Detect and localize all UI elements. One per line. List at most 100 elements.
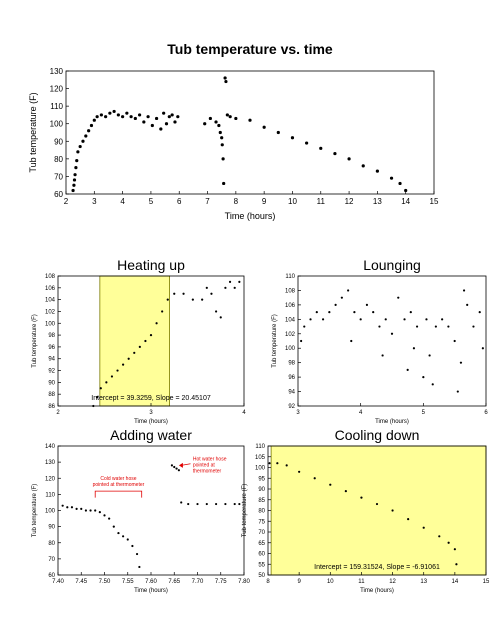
data-point <box>117 531 120 535</box>
data-point <box>372 311 375 314</box>
y-tick-label: 90 <box>258 487 265 493</box>
data-point <box>422 376 425 379</box>
y-axis-label: Tub temperature (F) <box>272 314 278 367</box>
x-axis-label: Time (hours) <box>225 211 276 221</box>
data-point <box>80 507 83 510</box>
y-tick-label: 65 <box>258 541 265 547</box>
y-tick-label: 104 <box>285 317 296 323</box>
x-tick-label: 14 <box>452 579 459 585</box>
y-tick-label: 102 <box>285 332 296 338</box>
data-point <box>84 134 88 138</box>
data-point <box>217 123 221 128</box>
x-tick-label: 12 <box>389 579 396 585</box>
data-point <box>328 311 331 314</box>
data-point <box>381 354 384 357</box>
plot-frame <box>297 275 487 407</box>
data-point <box>455 563 458 566</box>
data-point <box>149 333 153 337</box>
x-axis-label: Time (hours) <box>375 419 409 425</box>
x-tick-label: 7.75 <box>215 579 227 585</box>
y-tick-label: 102 <box>45 309 56 315</box>
data-point <box>456 390 459 393</box>
data-point <box>221 157 225 161</box>
hot-hose-label: thermometer <box>193 469 222 475</box>
data-point <box>350 339 353 343</box>
chart-adding: Adding water 7.40 7.45 7.50 7.55 7.60 7.65 7.70… <box>32 427 250 594</box>
data-point <box>403 318 406 321</box>
data-point <box>73 173 77 177</box>
data-point <box>159 127 163 131</box>
data-point <box>131 544 134 548</box>
y-tick-label: 120 <box>50 85 64 94</box>
data-point <box>89 509 92 512</box>
data-point <box>359 318 362 321</box>
x-tick-label: 11 <box>317 197 326 206</box>
data-point <box>214 120 218 124</box>
x-tick-label: 3 <box>296 410 300 416</box>
data-point <box>104 115 108 119</box>
data-point <box>94 509 97 512</box>
y-tick-label: 106 <box>45 286 56 292</box>
data-point <box>191 298 194 301</box>
data-point <box>61 504 64 507</box>
data-point <box>390 332 394 335</box>
data-point <box>110 375 114 378</box>
x-tick-label: 7.80 <box>238 579 250 585</box>
data-point <box>116 369 119 372</box>
y-tick-label: 80 <box>54 155 63 164</box>
data-point <box>76 150 80 154</box>
data-point <box>215 502 218 506</box>
x-tick-label: 14 <box>401 197 410 206</box>
fit-annotation: Intercept = 39.3259, Slope = 20.45107 <box>91 395 211 402</box>
data-point <box>409 311 412 314</box>
data-point <box>133 116 137 121</box>
x-tick-label: 7.70 <box>192 579 204 585</box>
data-point <box>353 311 356 314</box>
y-tick-label: 70 <box>54 172 63 181</box>
data-point <box>404 188 408 193</box>
data-point <box>176 115 180 119</box>
data-point <box>434 325 437 328</box>
y-tick-label: 120 <box>45 476 56 482</box>
data-point <box>453 339 456 343</box>
data-point <box>389 176 394 180</box>
data-point <box>453 548 456 551</box>
plot-frame <box>65 70 435 195</box>
data-point <box>459 361 463 364</box>
data-point <box>224 79 228 84</box>
x-tick-label: 7.60 <box>145 579 157 585</box>
y-tick-label: 98 <box>48 333 55 339</box>
data-point <box>406 368 409 371</box>
data-point <box>162 111 166 115</box>
data-point <box>161 310 164 313</box>
y-tick-label: 130 <box>45 460 56 466</box>
y-axis-label: Tub temperature (F) <box>242 484 248 537</box>
data-point <box>166 298 169 301</box>
y-tick-label: 100 <box>255 466 266 472</box>
data-point <box>224 502 227 506</box>
data-point <box>122 363 125 366</box>
data-point <box>155 322 158 325</box>
data-point <box>422 526 425 529</box>
data-point <box>205 286 208 289</box>
data-point <box>238 280 241 284</box>
chart-title: Cooling down <box>335 427 420 443</box>
data-point <box>99 387 102 390</box>
data-point <box>248 118 252 122</box>
data-point <box>428 354 431 357</box>
data-point <box>340 296 343 299</box>
y-tick-label: 98 <box>288 361 295 367</box>
data-point <box>92 118 96 122</box>
data-point <box>121 115 125 119</box>
data-point <box>321 318 325 321</box>
x-tick-label: 15 <box>430 197 439 206</box>
data-point <box>92 404 95 408</box>
data-point <box>298 470 301 473</box>
x-tick-label: 15 <box>483 579 490 585</box>
data-point <box>116 113 120 117</box>
data-point <box>407 518 410 521</box>
data-point <box>481 347 484 350</box>
x-tick-label: 4 <box>242 410 246 416</box>
data-point <box>375 169 379 173</box>
data-point <box>462 289 466 292</box>
